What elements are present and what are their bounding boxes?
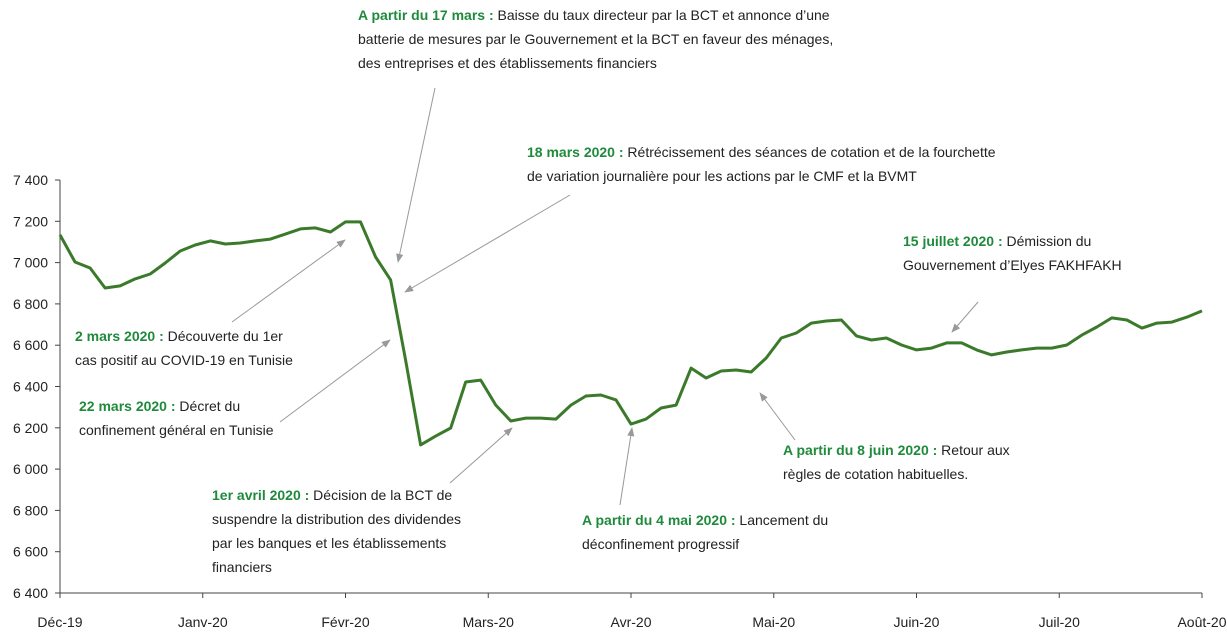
annotation-line: par les banques et les établissements	[212, 535, 446, 551]
annotation-text: A partir du 8 juin 2020 : Retour aux	[783, 442, 1010, 458]
x-tick-label: Mai-20	[752, 614, 795, 630]
x-tick-label: Juil-20	[1039, 614, 1080, 630]
y-tick-label: 6 400	[13, 585, 48, 601]
annotation-lead: 15 juillet 2020 :	[903, 233, 1003, 249]
annotation-line: Lancement du	[736, 512, 829, 528]
x-tick-label: Févr-20	[321, 614, 369, 630]
annotation-lead: A partir du 8 juin 2020 :	[783, 442, 937, 458]
x-tick-label: Janv-20	[178, 614, 228, 630]
annotation-lead: 18 mars 2020 :	[527, 144, 624, 160]
x-tick-label: Août-20	[1177, 614, 1226, 630]
annotation-line: des entreprises et des établissements fi…	[358, 55, 657, 71]
annotation-line: de variation journalière pour les action…	[527, 168, 917, 184]
annotation-line: Baisse du taux directeur par la BCT et a…	[494, 7, 830, 23]
y-tick-label: 6 000	[13, 461, 48, 477]
y-tick-label: 6 400	[13, 379, 48, 395]
annotation-line: Gouvernement d’Elyes FAKHFAKH	[903, 257, 1122, 273]
line-series	[58, 220, 1203, 447]
annotation-text: des entreprises et des établissements fi…	[358, 55, 657, 71]
annotation-line: Décret du	[176, 398, 241, 414]
annotation-text: cas positif au COVID-19 en Tunisie	[75, 352, 293, 368]
y-tick-label: 6 200	[13, 420, 48, 436]
annotation-arrow	[396, 87, 436, 263]
annotation-line: Retour aux	[937, 442, 1009, 458]
annotation-text: de variation journalière pour les action…	[527, 168, 917, 184]
annotation-arrow	[279, 339, 391, 423]
annotation-text: confinement général en Tunisie	[79, 422, 274, 438]
annotation-arrow	[231, 239, 346, 323]
y-tick-label: 7 000	[13, 255, 48, 271]
annotation-text: batterie de mesures par le Gouvernement …	[358, 31, 833, 47]
annotation-text: déconfinement progressif	[582, 536, 739, 552]
annotation-text: Gouvernement d’Elyes FAKHFAKH	[903, 257, 1122, 273]
annotation-text: 2 mars 2020 : Découverte du 1er	[75, 328, 283, 344]
x-tick-label: Déc-19	[37, 614, 82, 630]
annotation-line: déconfinement progressif	[582, 536, 739, 552]
annotation-lead: 2 mars 2020 :	[75, 328, 164, 344]
annotation-arrow	[404, 194, 571, 293]
annotation-text: 15 juillet 2020 : Démission du	[903, 233, 1091, 249]
annotation-text: 18 mars 2020 : Rétrécissement des séance…	[527, 144, 996, 160]
annotation-line: cas positif au COVID-19 en Tunisie	[75, 352, 293, 368]
annotation-line: Rétrécissement des séances de cotation e…	[624, 144, 996, 160]
annotation-text: 22 mars 2020 : Décret du	[79, 398, 240, 414]
annotation-line: confinement général en Tunisie	[79, 422, 274, 438]
y-tick-label: 6 600	[13, 544, 48, 560]
annotation-text: A partir du 17 mars : Baisse du taux dir…	[358, 7, 830, 23]
annotation-line: règles de cotation habituelles.	[783, 466, 968, 482]
y-tick-label: 6 800	[13, 502, 48, 518]
annotation-line: batterie de mesures par le Gouvernement …	[358, 31, 833, 47]
annotation-lead: A partir du 17 mars :	[358, 7, 494, 23]
annotation-text: financiers	[212, 559, 272, 575]
annotation-line: financiers	[212, 559, 272, 575]
annotation-text: suspendre la distribution des dividendes	[212, 511, 461, 527]
annotation-text: A partir du 4 mai 2020 : Lancement du	[582, 512, 828, 528]
x-tick-label: Avr-20	[611, 614, 652, 630]
annotation-arrow	[759, 392, 796, 441]
annotation-arrow	[951, 301, 979, 333]
annotation-line: Démission du	[1003, 233, 1092, 249]
x-tick-label: Juin-20	[894, 614, 940, 630]
annotation-arrow	[449, 427, 513, 484]
annotation-lead: 1er avril 2020 :	[212, 487, 309, 503]
x-tick-label: Mars-20	[463, 614, 515, 630]
y-tick-label: 6 600	[13, 337, 48, 353]
y-tick-label: 7 200	[13, 213, 48, 229]
annotation-line: Décision de la BCT de	[309, 487, 452, 503]
annotation-text: 1er avril 2020 : Décision de la BCT de	[212, 487, 452, 503]
annotation-lead: 22 mars 2020 :	[79, 398, 176, 414]
annotation-text: règles de cotation habituelles.	[783, 466, 968, 482]
annotation-arrow	[619, 427, 635, 506]
annotation-line: suspendre la distribution des dividendes	[212, 511, 461, 527]
annotation-lead: A partir du 4 mai 2020 :	[582, 512, 736, 528]
y-tick-label: 6 800	[13, 296, 48, 312]
annotation-line: Découverte du 1er	[164, 328, 283, 344]
annotation-text: par les banques et les établissements	[212, 535, 446, 551]
y-tick-label: 7 400	[13, 172, 48, 188]
